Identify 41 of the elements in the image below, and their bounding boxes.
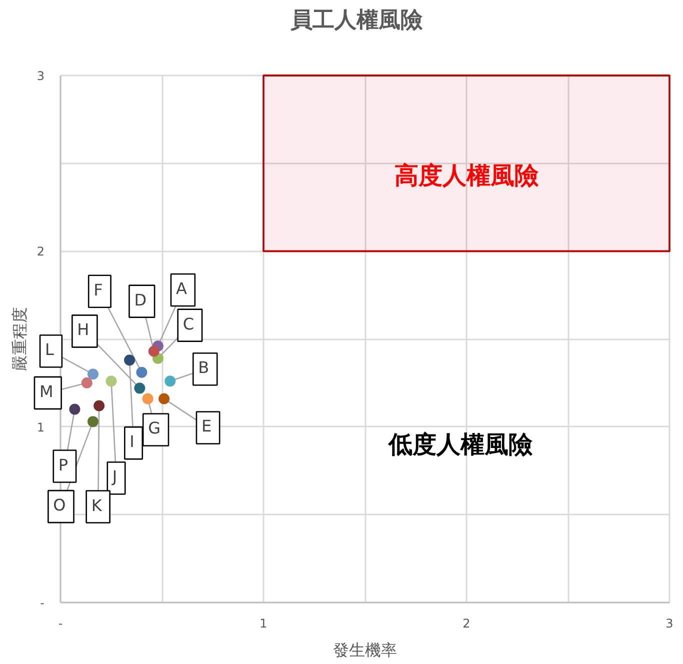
point — [158, 393, 170, 404]
text: F — [94, 280, 103, 300]
point — [136, 366, 148, 378]
point — [87, 368, 98, 380]
point — [164, 376, 176, 387]
y-tick-label: 3 — [36, 69, 45, 83]
x-tick-label: 3 — [666, 616, 674, 630]
point — [134, 382, 146, 394]
annotation: 低度人權風險 — [388, 430, 534, 458]
point — [87, 416, 98, 428]
series-label: G — [148, 418, 160, 438]
text: L — [45, 340, 54, 360]
y-tick-label: 1 — [36, 420, 45, 434]
y-tick-label: - — [40, 596, 45, 610]
series-label: M — [39, 382, 54, 401]
point — [106, 376, 117, 387]
text: K — [91, 496, 102, 515]
text: D — [134, 290, 147, 310]
x-axis-title: 發生機率 — [333, 640, 397, 660]
series-label: B — [198, 358, 210, 378]
point — [94, 400, 105, 412]
point — [148, 346, 160, 357]
x-tick-label: 1 — [260, 616, 268, 630]
x-tick-label: 2 — [462, 616, 470, 630]
point — [124, 354, 136, 366]
y-axis-title: 嚴重程度 — [10, 307, 29, 371]
point — [69, 404, 80, 415]
x-tick-label: - — [58, 616, 63, 630]
text: J — [111, 467, 118, 486]
text: A — [176, 279, 187, 298]
point — [81, 377, 92, 388]
series-label: C — [182, 314, 194, 334]
point — [142, 393, 154, 404]
text: O — [53, 496, 66, 515]
annotation: 高度人權風險 — [394, 162, 540, 190]
text: P — [58, 455, 68, 474]
chart-title: 員工人權風險 — [289, 8, 424, 33]
text: H — [77, 320, 90, 340]
text: I — [130, 432, 134, 452]
text: E — [201, 416, 212, 436]
y-tick-label: 2 — [36, 244, 45, 259]
